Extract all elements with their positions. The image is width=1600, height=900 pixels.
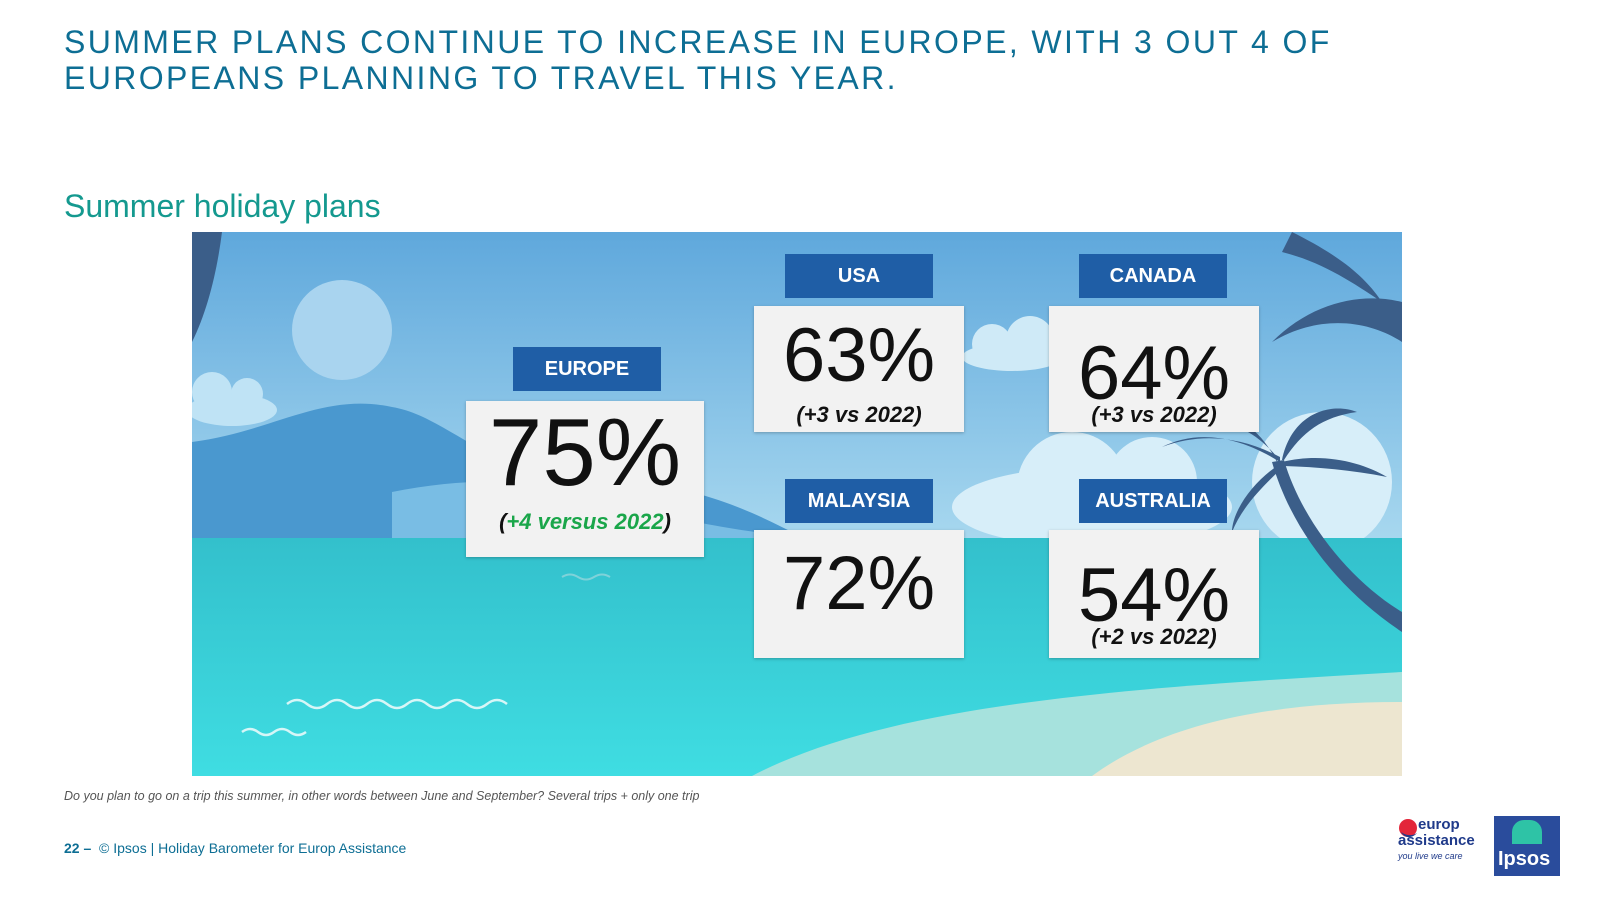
title-line-1: SUMMER PLANS CONTINUE TO INCREASE IN EUR…	[64, 24, 1332, 60]
usa-change: (+3 vs 2022)	[796, 402, 922, 427]
australia-value: 54%	[1077, 553, 1231, 638]
ea-text-line1: europ	[1418, 816, 1460, 833]
europe-value: 75%	[488, 399, 682, 506]
region-label-europe: EUROPE	[513, 347, 661, 391]
cloud	[962, 316, 1062, 371]
australia-change: (+2 vs 2022)	[1091, 624, 1217, 649]
region-card-usa: 63% (+3 vs 2022)	[754, 306, 964, 432]
sun	[292, 280, 392, 380]
usa-value: 63%	[782, 313, 936, 398]
malaysia-value: 72%	[782, 541, 936, 626]
footer: 22 – © Ipsos | Holiday Barometer for Eur…	[64, 840, 406, 856]
wave	[286, 698, 508, 710]
ipsos-logo: Ipsos	[1494, 816, 1560, 876]
region-label-usa: USA	[785, 254, 933, 298]
wave	[561, 573, 611, 581]
europ-assistance-logo-mark	[1399, 819, 1417, 838]
canada-change: (+3 vs 2022)	[1091, 402, 1217, 427]
page-number: 22 –	[64, 840, 92, 856]
ea-tagline: you live we care	[1398, 851, 1463, 861]
europ-assistance-logo: europ assistance you live we care	[1398, 816, 1475, 876]
ipsos-logo-mark	[1512, 820, 1542, 844]
section-subtitle: Summer holiday plans	[64, 188, 381, 224]
region-label-australia: AUSTRALIA	[1079, 479, 1227, 523]
ea-text-line2: assistance	[1398, 832, 1475, 849]
region-card-canada: 64% (+3 vs 2022)	[1049, 306, 1259, 432]
europe-change: (+4 versus 2022)	[499, 509, 671, 534]
wave	[241, 727, 307, 737]
region-label-canada: CANADA	[1079, 254, 1227, 298]
survey-question: Do you plan to go on a trip this summer,…	[64, 789, 700, 803]
slide-title: SUMMER PLANS CONTINUE TO INCREASE IN EUR…	[64, 24, 1464, 96]
footer-text: © Ipsos | Holiday Barometer for Europ As…	[99, 840, 407, 856]
region-card-malaysia: 72%	[754, 530, 964, 658]
canada-value: 64%	[1077, 331, 1231, 416]
region-label-malaysia: MALAYSIA	[785, 479, 933, 523]
palm-fronds	[192, 232, 222, 342]
title-line-2: EUROPEANS PLANNING TO TRAVEL THIS YEAR.	[64, 60, 898, 96]
beach-illustration: USA 63% (+3 vs 2022) CANADA 64% (+3 vs 2…	[192, 232, 1402, 776]
ipsos-text: Ipsos	[1498, 848, 1551, 870]
palm-fronds	[1272, 232, 1402, 342]
region-card-australia: 54% (+2 vs 2022)	[1049, 530, 1259, 658]
region-card-europe: 75% (+4 versus 2022)	[466, 401, 704, 557]
